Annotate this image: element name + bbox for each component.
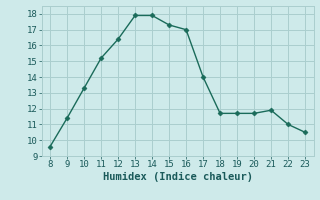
X-axis label: Humidex (Indice chaleur): Humidex (Indice chaleur) — [103, 172, 252, 182]
